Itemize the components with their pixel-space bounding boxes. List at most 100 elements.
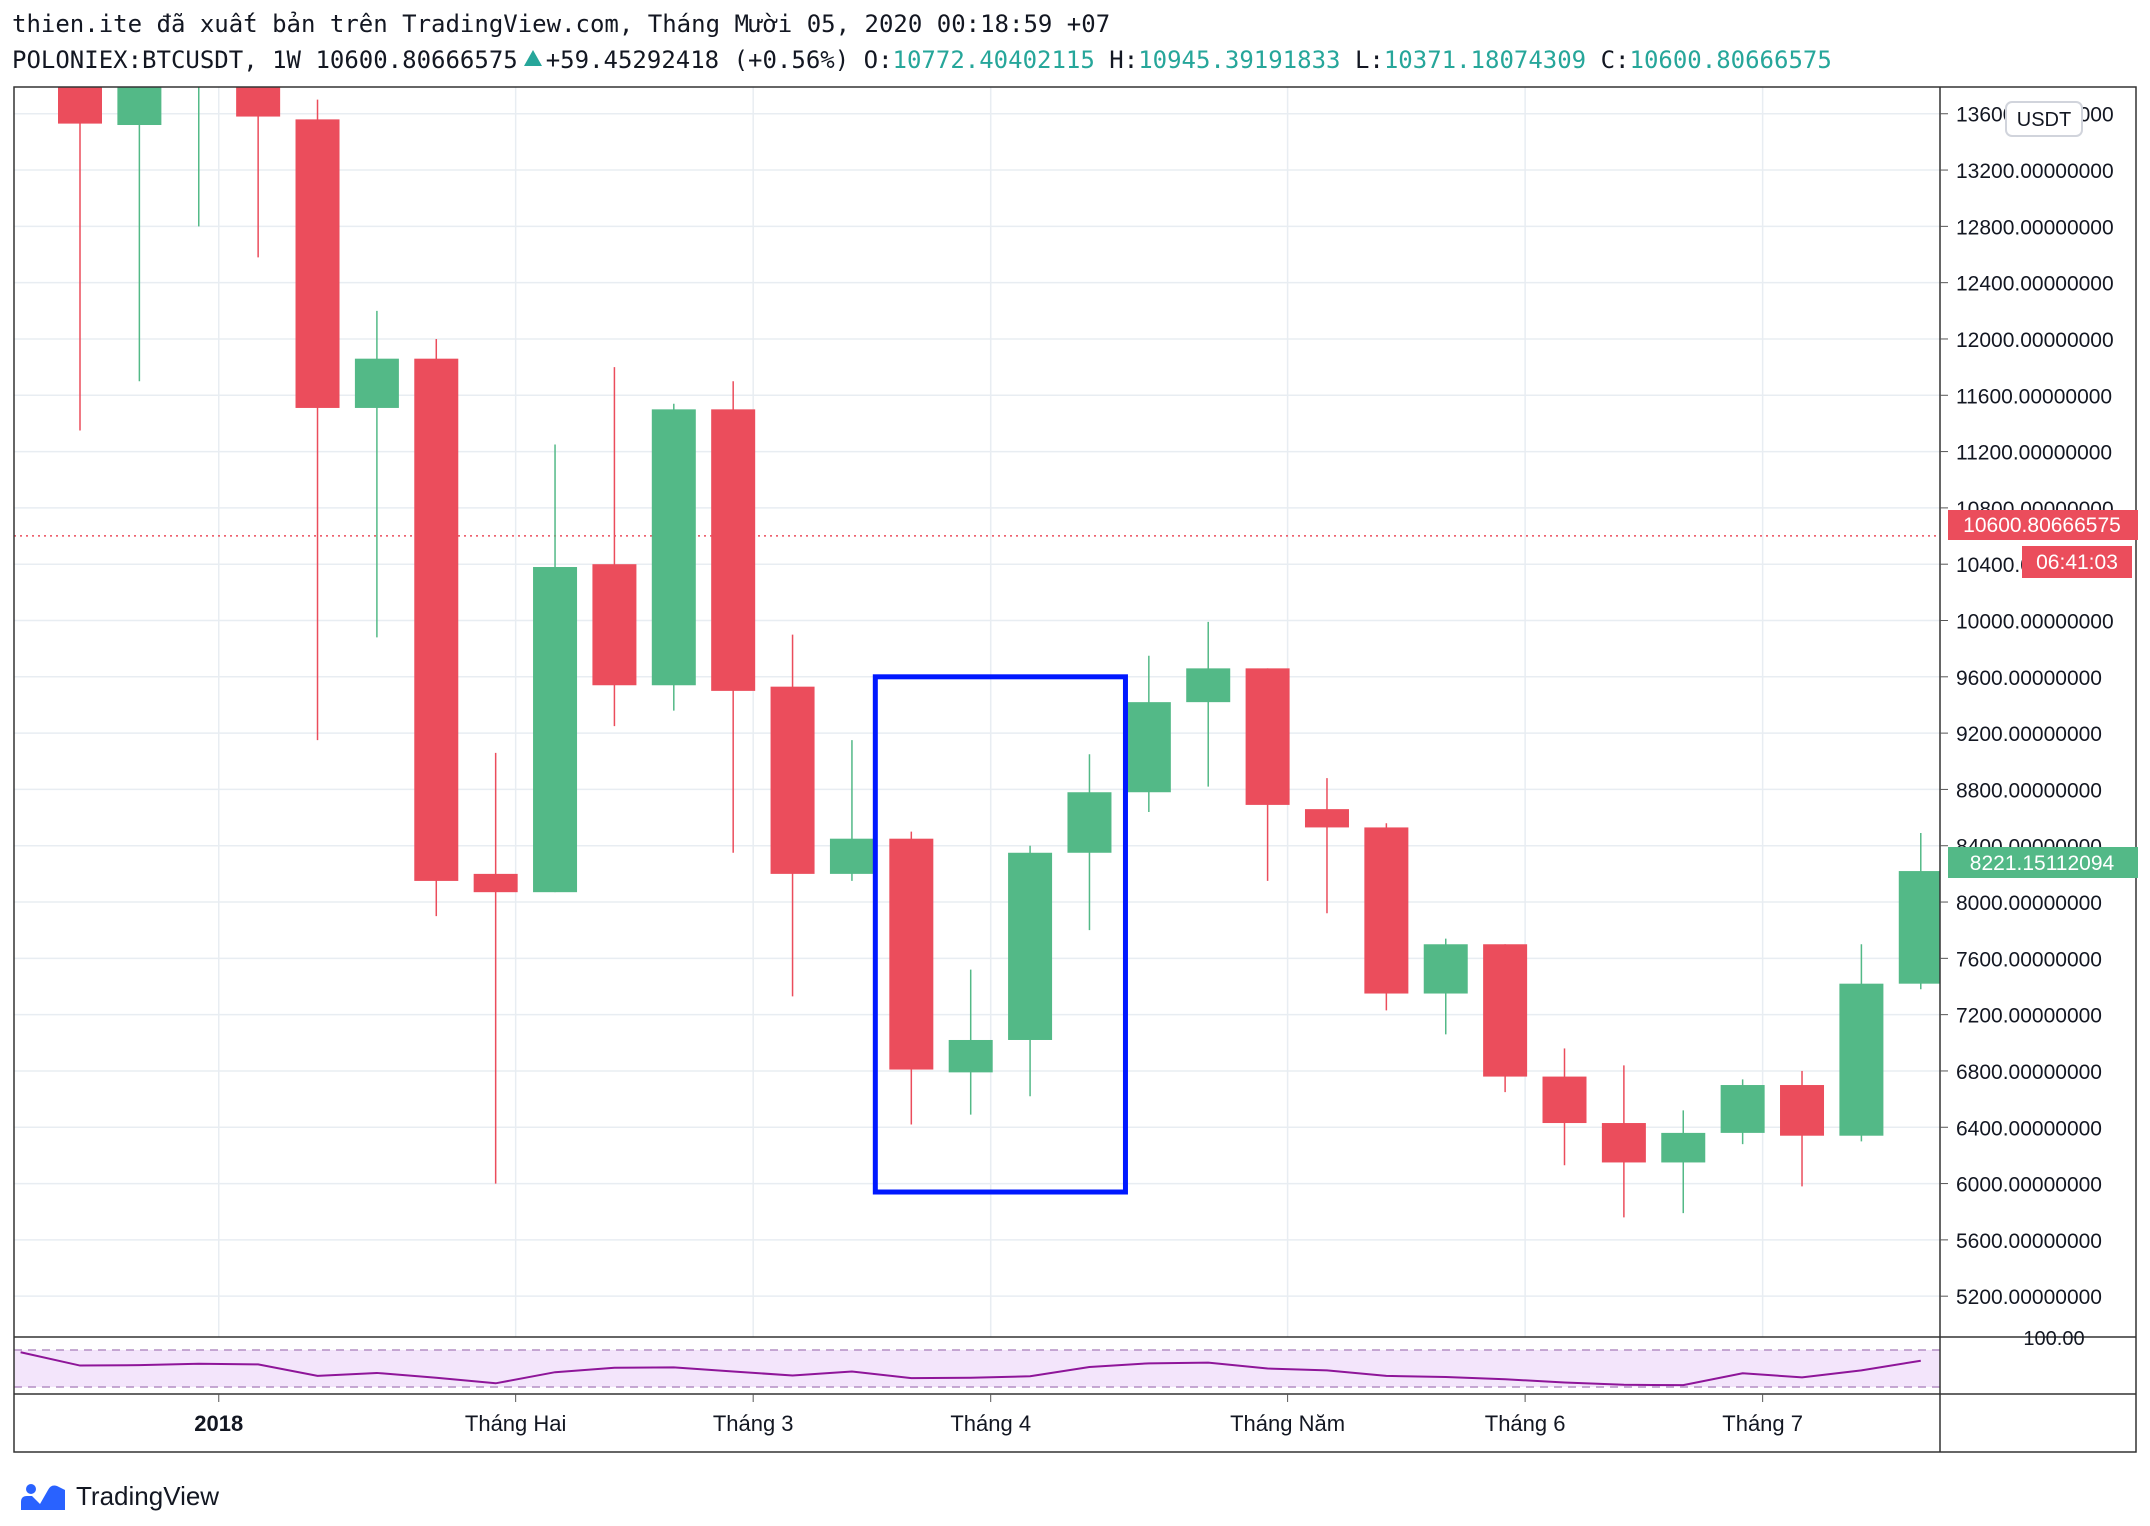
y-tick-label: 10000.00000000 <box>1956 611 2114 634</box>
y-tick-label: 12000.00000000 <box>1956 329 2114 352</box>
currency-badge: USDT <box>2005 101 2083 137</box>
candle-body <box>533 567 578 893</box>
candle-body <box>1186 668 1231 703</box>
last-price-label: 10600.80666575 <box>1963 514 2121 537</box>
candle-bullish <box>651 403 696 711</box>
close-value: 10600.80666575 <box>1629 46 1832 74</box>
candle-body <box>651 409 696 686</box>
candle-body <box>711 409 756 691</box>
candle-bullish <box>1423 938 1468 1035</box>
high-label: H: <box>1109 46 1139 74</box>
candle-bearish <box>414 338 459 917</box>
candle-body <box>1304 809 1349 828</box>
candle-bearish <box>295 99 340 741</box>
high-value: 10945.39191833 <box>1138 46 1341 74</box>
candle-bearish <box>1483 944 1528 1093</box>
rsi-level-label: 100.00 <box>2023 1328 2084 1350</box>
candle-bearish <box>711 381 756 853</box>
rsi-pane <box>14 1349 1940 1388</box>
candle-bullish <box>829 740 874 881</box>
candle-bearish <box>1542 1048 1587 1166</box>
y-tick-label: 7600.00000000 <box>1956 948 2102 971</box>
marker-price-label: 8221.15112094 <box>1970 852 2115 875</box>
candle-body <box>948 1039 993 1073</box>
price-axis[interactable]: 13600.0000000013200.0000000012800.000000… <box>1940 104 2114 1309</box>
y-tick-label: 8000.00000000 <box>1956 892 2102 915</box>
x-tick-label: Tháng 4 <box>950 1411 1031 1436</box>
y-tick-label: 12800.00000000 <box>1956 216 2114 239</box>
y-tick-label: 9600.00000000 <box>1956 667 2102 690</box>
candles <box>58 43 1940 1218</box>
y-tick-label: 11600.00000000 <box>1956 385 2112 408</box>
highlight-rectangle <box>872 674 1128 1195</box>
symbol-label[interactable]: POLONIEX:BTCUSDT, 1W <box>12 46 301 74</box>
candle-bearish <box>889 831 934 1125</box>
candle-body <box>1601 1123 1646 1163</box>
candle-body <box>117 87 162 126</box>
candle-body <box>770 686 815 874</box>
candle-body <box>1008 852 1053 1040</box>
y-tick-label: 9200.00000000 <box>1956 723 2102 746</box>
candle-bullish <box>1839 944 1884 1142</box>
currency-label: USDT <box>2017 109 2071 131</box>
candle-bearish <box>1304 778 1349 914</box>
candle-bearish <box>1780 1070 1825 1187</box>
candle-body <box>1542 1076 1587 1124</box>
candle-bullish <box>1898 833 1940 990</box>
publish-info: thien.ite đã xuất bản trên TradingView.c… <box>12 10 1110 38</box>
candle-body <box>177 43 221 45</box>
candle-bullish <box>177 43 221 227</box>
legend-line: POLONIEX:BTCUSDT, 1W 10600.80666575 +59.4… <box>12 46 1832 74</box>
candle-body <box>829 838 874 874</box>
x-tick-label: 2018 <box>194 1411 243 1436</box>
candle-body <box>58 87 102 124</box>
candle-bearish <box>592 367 637 727</box>
candle-body <box>295 119 340 408</box>
x-tick-label: Tháng 6 <box>1485 1411 1566 1436</box>
candle-bearish <box>770 634 815 997</box>
y-tick-label: 5600.00000000 <box>1956 1230 2102 1253</box>
candle-bearish <box>58 87 102 431</box>
candle-body <box>1126 702 1171 793</box>
candle-bullish <box>354 310 399 638</box>
tradingview-label: TradingView <box>76 1480 220 1511</box>
candle-body <box>1364 827 1409 994</box>
highlight-box <box>872 674 1128 1195</box>
candle-bullish <box>533 444 578 893</box>
candlestick-chart[interactable]: 13600.0000000013200.0000000012800.000000… <box>0 0 2150 1470</box>
candle-body <box>592 564 637 686</box>
candle-bearish <box>236 87 281 258</box>
y-tick-label: 5200.00000000 <box>1956 1286 2102 1309</box>
time-axis[interactable]: 2018 Tháng Hai Tháng 3 Tháng 4 Tháng Năm Thán… <box>194 1394 1803 1436</box>
candle-bearish <box>1601 1065 1646 1218</box>
candle-body <box>1661 1132 1706 1163</box>
candle-body <box>1067 792 1112 853</box>
y-tick-label: 13200.00000000 <box>1956 160 2114 183</box>
last-price-badge: 10600.80666575 <box>1948 510 2138 540</box>
candle-body <box>1245 668 1290 805</box>
y-tick-label: 12400.00000000 <box>1956 273 2114 296</box>
candle-body <box>1839 983 1884 1136</box>
y-tick-label: 11200.00000000 <box>1956 442 2112 465</box>
change-value: +59.45292418 (+0.56%) <box>545 46 850 74</box>
open-value: 10772.40402115 <box>892 46 1095 74</box>
candle-bearish <box>473 752 518 1184</box>
outer-frame <box>13 86 2137 1453</box>
x-tick-label: Tháng Năm <box>1230 1411 1345 1436</box>
low-value: 10371.18074309 <box>1383 46 1587 74</box>
candle-body <box>1720 1085 1765 1133</box>
last-value: 10600.80666575 <box>315 46 518 74</box>
candle-body <box>236 87 281 117</box>
y-tick-label: 7200.00000000 <box>1956 1005 2102 1028</box>
low-label: L: <box>1354 46 1384 74</box>
tradingview-icon <box>21 1484 65 1510</box>
tradingview-logo[interactable]: TradingView <box>18 1476 219 1516</box>
candle-body <box>414 358 459 881</box>
x-tick-label: Tháng Hai <box>465 1411 567 1436</box>
chart-frame <box>13 86 2137 1453</box>
rsi-line <box>20 1351 1921 1387</box>
countdown-badge: 06:41:03 <box>2022 546 2132 578</box>
candle-body <box>1483 944 1528 1077</box>
x-tick-label: Tháng 3 <box>713 1411 794 1436</box>
publish-info-text: thien.ite đã xuất bản trên TradingView.c… <box>12 10 1111 38</box>
